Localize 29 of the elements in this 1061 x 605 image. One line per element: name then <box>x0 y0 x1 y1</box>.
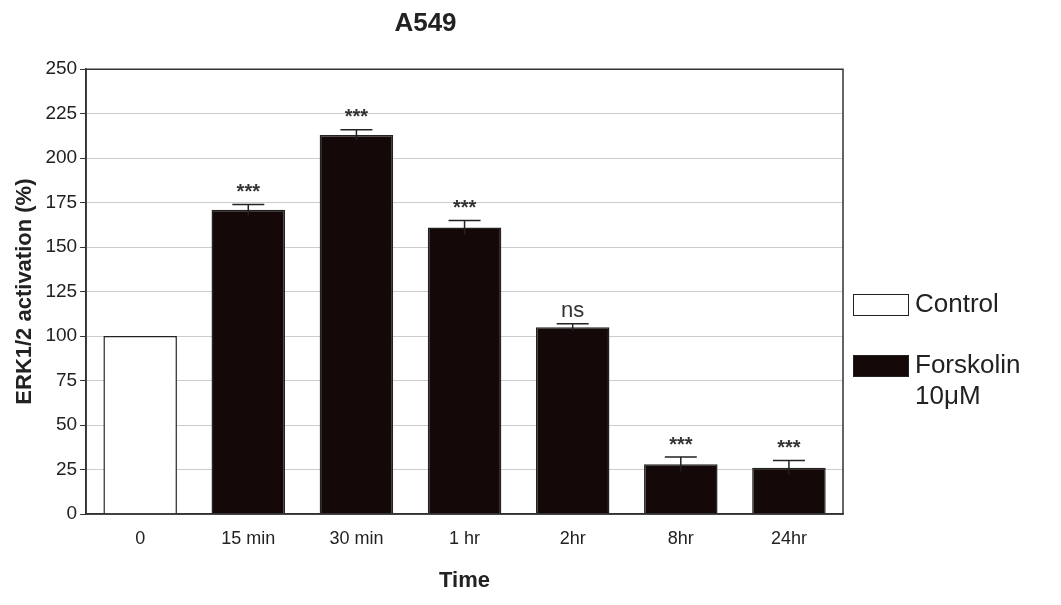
annotation: *** <box>236 179 261 202</box>
y-tick-label: 150 <box>45 235 78 257</box>
y-tick-label: 50 <box>55 413 78 435</box>
annotation: *** <box>669 432 693 455</box>
legend-label: Forskolin 10μM <box>915 349 1022 411</box>
x-tick-label: 0 <box>135 527 146 548</box>
y-tick-label: 25 <box>55 457 78 479</box>
chart-title: A549 <box>394 6 457 37</box>
y-tick-label: 250 <box>45 57 78 79</box>
annotation: *** <box>452 195 477 218</box>
text: Control <box>915 288 1000 319</box>
x-tick-label: 2hr <box>559 527 586 548</box>
x-tick-label: 24hr <box>770 527 807 548</box>
y-tick-label: 175 <box>45 190 78 212</box>
y-tick-label: 0 <box>66 502 78 524</box>
y-tick-label: 75 <box>55 368 78 390</box>
annotation: ns <box>561 296 585 322</box>
x-tick-label: 30 min <box>329 527 384 548</box>
x-tick-label: 15 min <box>221 527 276 548</box>
y-axis-title: ERK1/2 activation (%) <box>11 178 37 405</box>
y-tick-label: 125 <box>45 279 78 301</box>
x-tick-label: 8hr <box>667 527 694 548</box>
annotation: *** <box>344 105 369 128</box>
x-tick-label: 1 hr <box>449 527 481 548</box>
x-axis-title: Time <box>439 566 491 592</box>
annotation: *** <box>777 436 801 459</box>
y-tick-label: 200 <box>45 146 78 168</box>
y-tick-label: 100 <box>45 324 78 346</box>
y-tick-label: 225 <box>45 101 78 123</box>
